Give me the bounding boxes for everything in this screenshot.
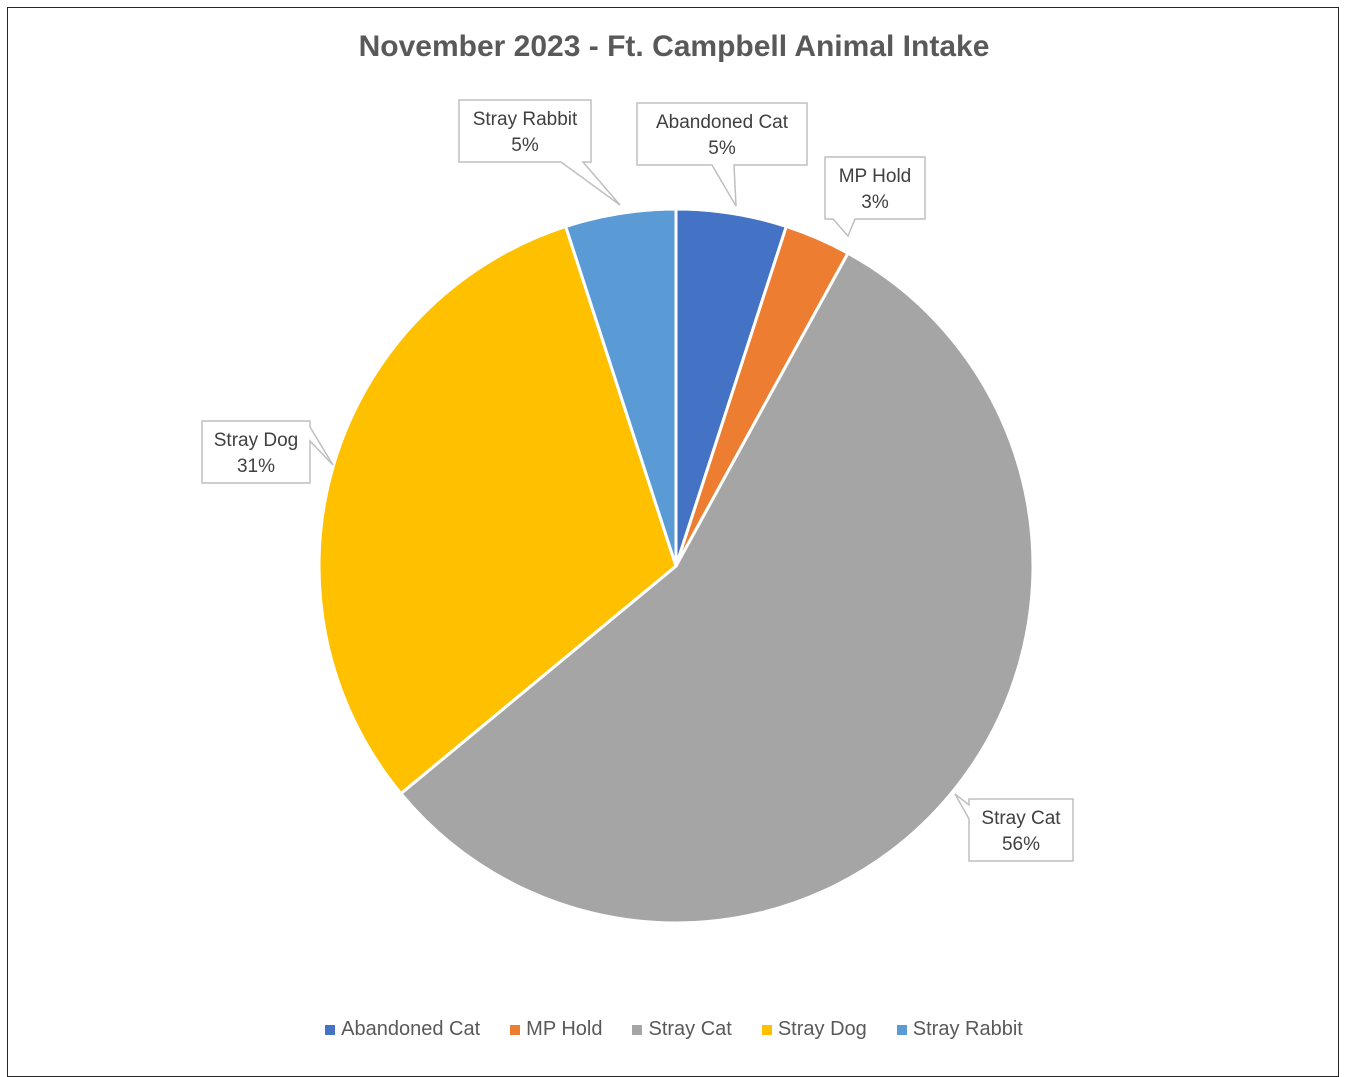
pie-slice-stray-cat [398, 251, 1035, 925]
legend-label: MP Hold [526, 1018, 603, 1040]
legend-item: Stray Rabbit [896, 1018, 1023, 1041]
legend-label: Stray Rabbit [912, 1018, 1023, 1040]
data-label-percent: 3% [861, 192, 889, 213]
data-label-callout: Stray Rabbit 5% [458, 99, 621, 206]
data-label-percent: 31% [237, 456, 275, 477]
data-label-category: Abandoned Cat [656, 112, 789, 133]
callout-box [636, 102, 808, 207]
pie-slice-stray-rabbit [563, 207, 678, 567]
legend-label: Abandoned Cat [341, 1018, 481, 1040]
legend-swatch [896, 1024, 907, 1035]
data-label-category: Stray Dog [214, 430, 298, 451]
data-label-callout: Stray Dog 31% [201, 420, 334, 484]
data-label-category: MP Hold [839, 166, 912, 187]
legend-item: Abandoned Cat [325, 1018, 480, 1041]
pie-slice-stray-dog [317, 224, 678, 796]
data-label-callout: MP Hold 3% [824, 156, 926, 238]
legend-swatch [510, 1024, 521, 1035]
data-label-category: Stray Cat [981, 808, 1061, 829]
data-label-callout: Abandoned Cat 5% [636, 102, 808, 207]
callout-box [458, 99, 621, 206]
data-label-category: Stray Rabbit [473, 109, 578, 130]
legend-item: MP Hold [510, 1018, 602, 1041]
chart-title: November 2023 - Ft. Campbell Animal Inta… [358, 30, 990, 63]
data-label-callout: Stray Cat 56% [954, 793, 1074, 862]
legend-item: Stray Dog [761, 1018, 867, 1041]
callout-box [824, 156, 926, 238]
legend-swatch [325, 1024, 336, 1035]
data-label-percent: 5% [708, 138, 736, 159]
callout-box [201, 420, 334, 484]
legend-swatch [761, 1024, 772, 1035]
legend-label: Stray Dog [777, 1018, 867, 1040]
legend-swatch [632, 1024, 643, 1035]
data-label-percent: 56% [1002, 834, 1040, 855]
legend: Abandoned Cat MP Hold Stray Cat Stray Do… [0, 1018, 1348, 1041]
legend-item: Stray Cat [632, 1018, 732, 1041]
callout-box [954, 793, 1074, 862]
legend-label: Stray Cat [648, 1018, 732, 1040]
data-label-percent: 5% [511, 135, 539, 156]
